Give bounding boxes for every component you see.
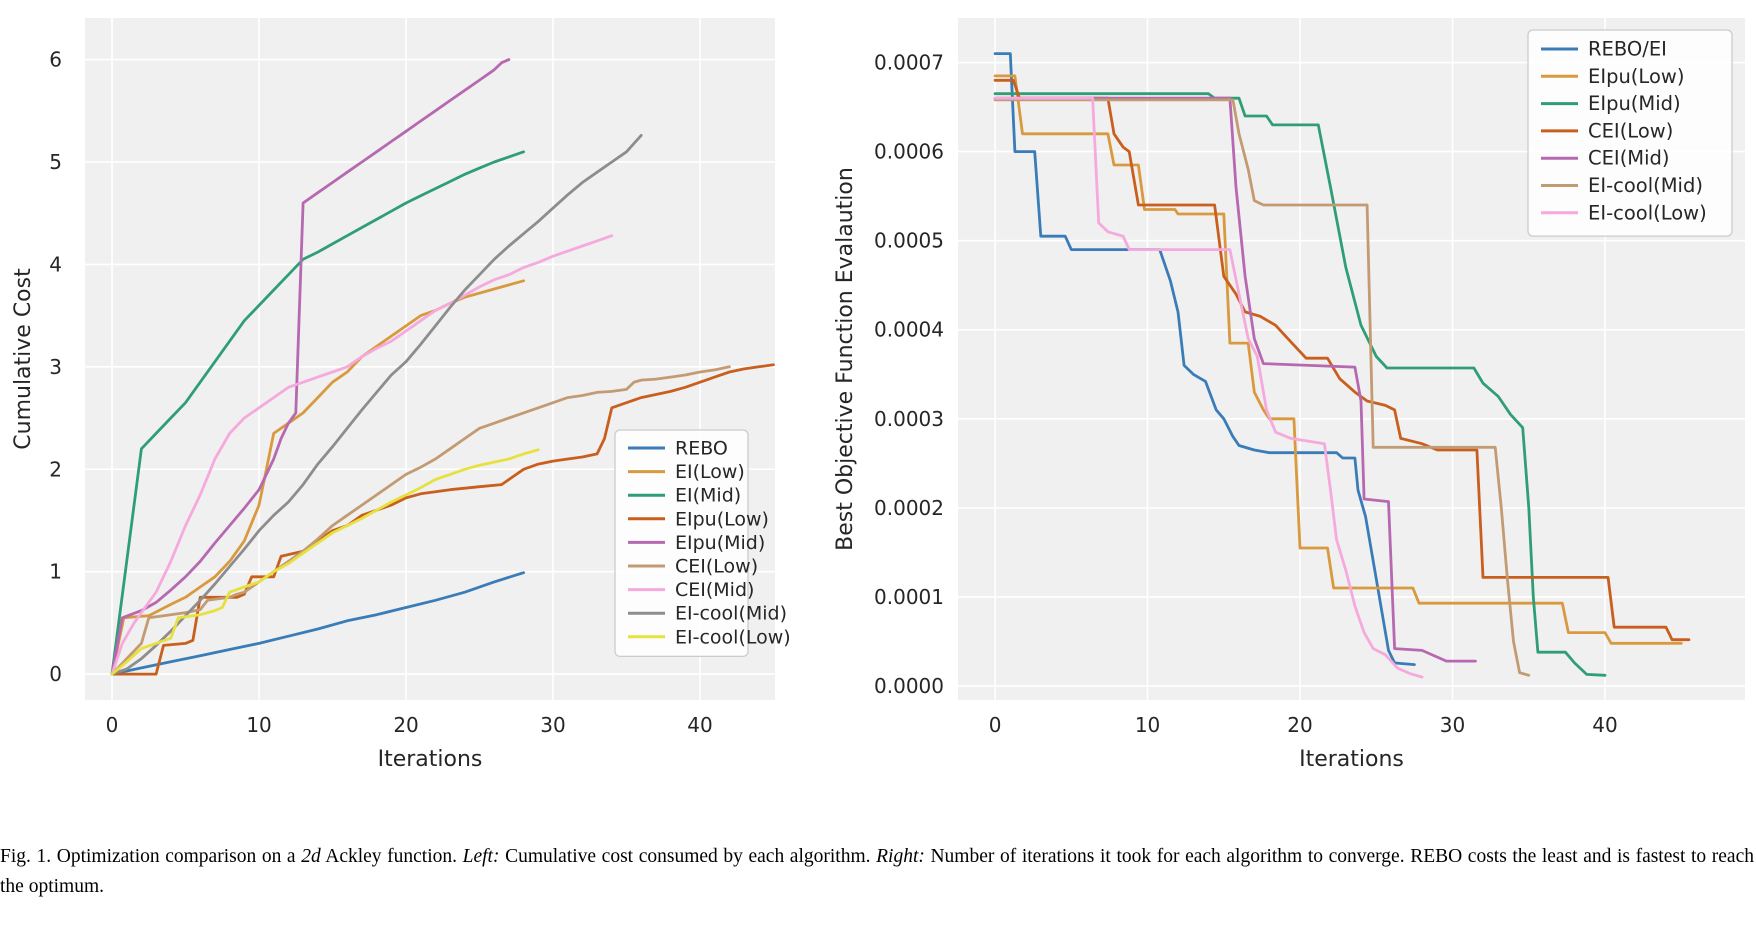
y-tick-label: 6 — [49, 48, 62, 72]
x-tick-label: 10 — [1135, 713, 1160, 737]
y-tick-label: 0.0002 — [874, 496, 944, 520]
x-tick-label: 20 — [393, 713, 418, 737]
legend-label-REBO: REBO — [675, 438, 728, 460]
series-line-EI(Mid) — [110, 150, 525, 676]
series-line-EI-cool(Mid) — [993, 98, 1531, 677]
x-tick-label: 0 — [989, 713, 1002, 737]
legend-label-CEI(Low): CEI(Low) — [1588, 119, 1673, 142]
y-tick-label: 0 — [49, 662, 62, 686]
right-chart: 0 10 20 30 40 0.0000 0.0001 0.0002 0.0003 0.0004 0… — [833, 18, 1745, 772]
legend-label-EIpu(Low): EIpu(Low) — [675, 508, 769, 530]
x-axis-label: Iterations — [378, 747, 483, 772]
y-axis-label: Best Objective Function Evalaution — [833, 167, 858, 551]
legend-label-EI-cool(Mid): EI-cool(Mid) — [675, 603, 787, 625]
caption-run: 2d — [301, 846, 321, 867]
y-tick-label: 0.0000 — [874, 674, 944, 698]
y-tick-label: 4 — [49, 252, 62, 276]
legend-label-CEI(Mid): CEI(Mid) — [1588, 147, 1670, 170]
series-line-REBO/EI — [993, 52, 1416, 666]
series-line-CEI(Low) — [993, 78, 1691, 642]
caption-run: Fig. 1. Optimization comparison on a — [0, 846, 302, 867]
legend-label-EIpu(Mid): EIpu(Mid) — [675, 532, 765, 554]
y-tick-label: 1 — [49, 560, 62, 584]
legend-label-EIpu(Mid): EIpu(Mid) — [1588, 92, 1681, 115]
series-line-EI-cool(Low) — [993, 96, 1424, 679]
legend-label-EI-cool(Low): EI-cool(Low) — [1588, 201, 1707, 224]
legend-box — [1527, 29, 1733, 237]
y-tick-label: 0.0005 — [874, 229, 944, 253]
series-line-CEI(Low) — [110, 365, 731, 676]
caption-run: Right: — [876, 846, 925, 867]
x-tick-label: 0 — [106, 713, 119, 737]
y-tick-label: 3 — [49, 355, 62, 379]
caption-run: Ackley function. — [320, 846, 463, 867]
left-chart: 0 10 20 30 40 0 1 2 3 4 5 6 Iterations Cumulative Cos… — [11, 18, 791, 772]
series-line-EIpu(Mid) — [993, 92, 1607, 677]
series-line-REBO — [110, 571, 525, 676]
legend-label-CEI(Mid): CEI(Mid) — [675, 579, 754, 601]
legend-label-EI(Mid): EI(Mid) — [675, 485, 741, 507]
y-axis-label: Cumulative Cost — [11, 268, 36, 450]
legend-label-EIpu(Low): EIpu(Low) — [1588, 65, 1684, 88]
legend-label-REBO/EI: REBO/EI — [1588, 38, 1667, 61]
series-line-EIpu(Mid) — [110, 58, 511, 676]
charts-canvas: 0 10 20 30 40 0 1 2 3 4 5 6 Iterations Cumulative Cos… — [11, 18, 1745, 772]
y-tick-label: 0.0007 — [874, 51, 944, 75]
legend-label-EI-cool(Mid): EI-cool(Mid) — [1588, 174, 1703, 197]
series-line-EI-cool(Mid) — [110, 134, 643, 676]
series-line-EIpu(Low) — [993, 74, 1683, 645]
y-tick-label: 0.0006 — [874, 140, 944, 164]
x-tick-label: 40 — [1592, 713, 1617, 737]
caption-run: Left: — [462, 846, 500, 867]
legend-label-EI(Low): EI(Low) — [675, 461, 745, 483]
legend-box — [614, 429, 749, 658]
y-tick-label: 5 — [49, 150, 62, 174]
series-line-CEI(Mid) — [993, 96, 1477, 663]
x-tick-label: 30 — [540, 713, 565, 737]
figure-caption: Fig. 1. Optimization comparison on a 2d … — [0, 842, 1754, 902]
legend-label-EI-cool(Low): EI-cool(Low) — [675, 626, 791, 648]
legend: REBOEI(Low)EI(Mid)EIpu(Low)EIpu(Mid)CEI(… — [614, 429, 791, 658]
x-tick-label: 10 — [246, 713, 271, 737]
y-tick-label: 0.0004 — [874, 318, 944, 342]
y-tick-label: 0.0001 — [874, 585, 944, 609]
caption-run: Cumulative cost consumed by each algorit… — [499, 846, 877, 867]
caption-run: Number of iterations it took for each al… — [0, 846, 1754, 897]
legend-label-CEI(Low): CEI(Low) — [675, 556, 758, 578]
x-tick-label: 20 — [1287, 713, 1312, 737]
x-tick-label: 30 — [1440, 713, 1465, 737]
x-tick-label: 40 — [687, 713, 712, 737]
x-axis-label: Iterations — [1299, 747, 1404, 772]
series-line-EI-cool(Low) — [110, 448, 540, 676]
legend: REBO/EI EIpu(Low) EIpu(Mid) CEI(Low) CEI(Mid… — [1527, 29, 1733, 237]
y-tick-label: 2 — [49, 457, 62, 481]
y-tick-label: 0.0003 — [874, 407, 944, 431]
series-line-CEI(Mid) — [110, 234, 614, 676]
